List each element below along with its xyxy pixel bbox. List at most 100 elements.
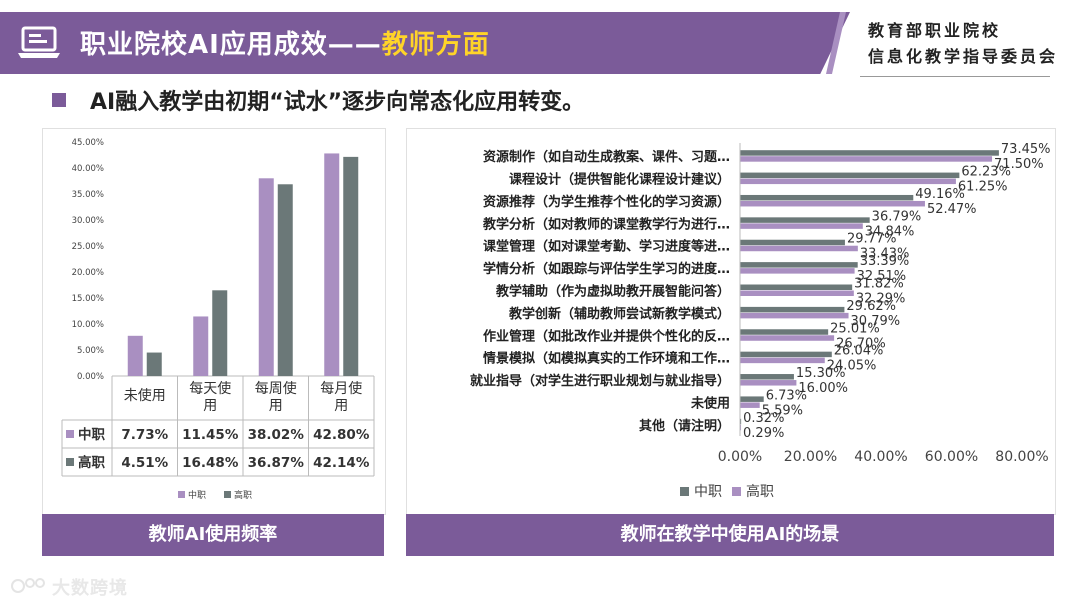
bar-高职-2 [740, 200, 925, 207]
x-tick-label: 80.00% [995, 449, 1048, 465]
header-bar [0, 12, 850, 74]
x-category-label: 未使用 [124, 387, 166, 404]
data-label-中职: 36.79% [872, 209, 922, 224]
y-tick-label: 5.00% [77, 346, 104, 356]
y-tick-label: 45.00% [72, 138, 104, 148]
bar-中职-10 [740, 374, 794, 380]
bar-高职-4 [740, 245, 858, 252]
data-label-高职: 0.29% [743, 426, 784, 441]
table-legend-swatch [66, 430, 74, 438]
table-cell-value: 42.80% [313, 427, 370, 443]
bar-高职-1 [740, 178, 956, 185]
bar-高职-8 [740, 335, 835, 341]
bar-中职-2 [740, 194, 914, 201]
right-chart-panel [406, 128, 1056, 515]
data-label-高职: 5.59% [762, 403, 803, 418]
page-title-highlight: 教师方面 [381, 30, 490, 60]
bar-高职-3 [740, 223, 863, 229]
data-label-中职: 25.01% [830, 321, 880, 336]
data-label-中职: 62.23% [961, 165, 1011, 180]
y-category-label: 资源制作（如自动生成教案、课件、习题… [483, 149, 730, 165]
table-legend-swatch [66, 458, 74, 466]
org-divider [860, 76, 1050, 77]
bar-高职-11 [740, 402, 760, 408]
header-banner: 职业院校AI应用成效——教师方面 [0, 12, 850, 74]
data-label-中职: 15.30% [796, 366, 846, 381]
bar-中职-1 [740, 172, 960, 179]
org-line-1: 教育部职业院校 [868, 21, 1002, 40]
bar-高职-7 [740, 312, 849, 319]
legend-swatch-中职 [680, 487, 689, 496]
table-cell-value: 36.87% [248, 455, 305, 471]
data-label-高职: 16.00% [798, 381, 848, 396]
data-label-中职: 33.39% [860, 254, 910, 269]
data-label-中职: 49.16% [915, 187, 965, 202]
data-label-中职: 26.04% [834, 344, 884, 359]
bar-中职-9 [740, 351, 832, 358]
table-cell-value: 7.73% [121, 427, 168, 443]
legend-swatch-高职 [732, 487, 741, 496]
y-tick-label: 0.00% [77, 372, 104, 382]
bar-中职-1 [193, 316, 209, 376]
y-category-label: 作业管理（如批改作业并提供个性化的反… [483, 328, 730, 344]
bar-高职-0 [146, 352, 162, 376]
y-tick-label: 30.00% [72, 216, 104, 226]
y-category-label: 课程设计（提供智能化课程设计建议） [509, 172, 730, 188]
data-label-高职: 24.05% [827, 359, 877, 374]
laptop-icon [18, 26, 60, 58]
table-cell-value: 11.45% [182, 427, 239, 443]
table-series-name: 中职 [78, 426, 105, 443]
bar-中职-12 [740, 418, 742, 425]
org-line-2: 信息化教学指导委员会 [868, 47, 1059, 66]
y-category-label: 情景模拟（如模拟真实的工作环境和工作… [483, 351, 730, 367]
bar-高职-9 [740, 357, 825, 364]
y-tick-label: 20.00% [72, 268, 104, 278]
y-tick-label: 35.00% [72, 190, 104, 200]
data-label-中职: 29.77% [847, 232, 897, 247]
table-cell-value: 38.02% [248, 427, 305, 443]
x-tick-label: 0.00% [718, 449, 762, 465]
scenario-chart: 资源制作（如自动生成教案、课件、习题… 73.45%71.50% 课程设计（提供智能… [470, 142, 1051, 500]
y-category-label: 教学分析（如对教师的课堂教学行为进行… [482, 216, 730, 232]
bar-中职-6 [740, 284, 853, 290]
bar-中职-11 [740, 396, 764, 402]
data-label-高职: 71.50% [994, 157, 1044, 172]
frequency-chart: 0.00% 5.00% 10.00% 15.00% 20.00% 25.00% 30.00%… [61, 138, 375, 501]
bar-中职-3 [324, 153, 340, 376]
bar-中职-0 [127, 335, 143, 376]
table-cell-value: 16.48% [182, 455, 239, 471]
organization-name: 教育部职业院校 信息化教学指导委员会 [868, 18, 1058, 70]
bar-高职-1 [212, 290, 228, 376]
data-label-高职: 52.47% [927, 202, 977, 217]
watermark-text: 大数跨境 [52, 578, 128, 599]
x-category-label: 每月使用 [320, 380, 362, 414]
y-category-label: 就业指导（对学生进行职业规划与就业指导） [470, 373, 730, 389]
data-label-高职: 30.79% [851, 314, 901, 329]
y-tick-label: 40.00% [72, 164, 104, 174]
data-label-高职: 34.84% [865, 224, 915, 239]
x-category-label: 每天使用 [189, 380, 231, 414]
right-chart-caption: 教师在教学中使用AI的场景 [406, 514, 1054, 556]
bar-高职-12 [740, 424, 742, 431]
watermark-logo-icon [11, 578, 45, 593]
y-tick-label: 10.00% [72, 320, 104, 330]
y-tick-label: 15.00% [72, 294, 104, 304]
left-chart-caption: 教师AI使用频率 [42, 514, 384, 556]
data-label-中职: 31.82% [854, 277, 904, 292]
x-tick-label: 20.00% [784, 449, 837, 465]
data-label-高职: 32.51% [857, 269, 907, 284]
bar-高职-6 [740, 290, 854, 296]
y-category-label: 其他（请注明） [639, 418, 730, 434]
bar-高职-3 [343, 156, 359, 376]
legend-label-中职: 中职 [694, 484, 722, 500]
bar-中职-0 [740, 150, 999, 156]
bar-中职-7 [740, 306, 845, 313]
y-category-label: 教学辅助（作为虚拟助教开展智能问答） [495, 284, 730, 300]
data-label-高职: 32.29% [856, 292, 906, 307]
y-tick-label: 25.00% [72, 242, 104, 252]
data-label-中职: 29.62% [846, 299, 896, 314]
table-cell-value: 4.51% [121, 455, 168, 471]
bar-中职-4 [740, 239, 845, 246]
page-title-main: 职业院校AI应用成效—— [80, 30, 382, 60]
bar-高职-10 [740, 380, 797, 386]
